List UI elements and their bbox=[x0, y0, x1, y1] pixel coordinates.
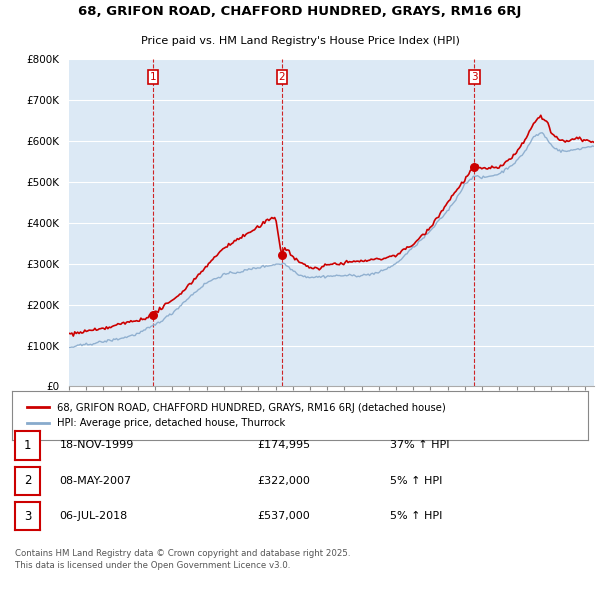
Text: Contains HM Land Registry data © Crown copyright and database right 2025.
This d: Contains HM Land Registry data © Crown c… bbox=[15, 549, 350, 569]
Point bbox=[148, 310, 158, 320]
Text: 5% ↑ HPI: 5% ↑ HPI bbox=[391, 512, 443, 521]
Point bbox=[469, 162, 479, 171]
Text: 2: 2 bbox=[24, 474, 31, 487]
Text: 18-NOV-1999: 18-NOV-1999 bbox=[59, 441, 134, 450]
Text: Price paid vs. HM Land Registry's House Price Index (HPI): Price paid vs. HM Land Registry's House … bbox=[140, 36, 460, 46]
Text: £174,995: £174,995 bbox=[257, 441, 310, 450]
Text: £322,000: £322,000 bbox=[257, 476, 310, 486]
Text: 2: 2 bbox=[278, 72, 286, 82]
Text: 06-JUL-2018: 06-JUL-2018 bbox=[59, 512, 128, 521]
Text: 08-MAY-2007: 08-MAY-2007 bbox=[59, 476, 131, 486]
Text: 68, GRIFON ROAD, CHAFFORD HUNDRED, GRAYS, RM16 6RJ: 68, GRIFON ROAD, CHAFFORD HUNDRED, GRAYS… bbox=[79, 5, 521, 18]
Text: 5% ↑ HPI: 5% ↑ HPI bbox=[391, 476, 443, 486]
Text: 3: 3 bbox=[471, 72, 478, 82]
Text: 3: 3 bbox=[24, 510, 31, 523]
Text: 37% ↑ HPI: 37% ↑ HPI bbox=[391, 441, 450, 450]
Point bbox=[277, 250, 287, 260]
Text: £537,000: £537,000 bbox=[257, 512, 310, 521]
Legend: 68, GRIFON ROAD, CHAFFORD HUNDRED, GRAYS, RM16 6RJ (detached house), HPI: Averag: 68, GRIFON ROAD, CHAFFORD HUNDRED, GRAYS… bbox=[23, 399, 449, 432]
Text: 1: 1 bbox=[24, 439, 31, 452]
Text: 1: 1 bbox=[149, 72, 156, 82]
